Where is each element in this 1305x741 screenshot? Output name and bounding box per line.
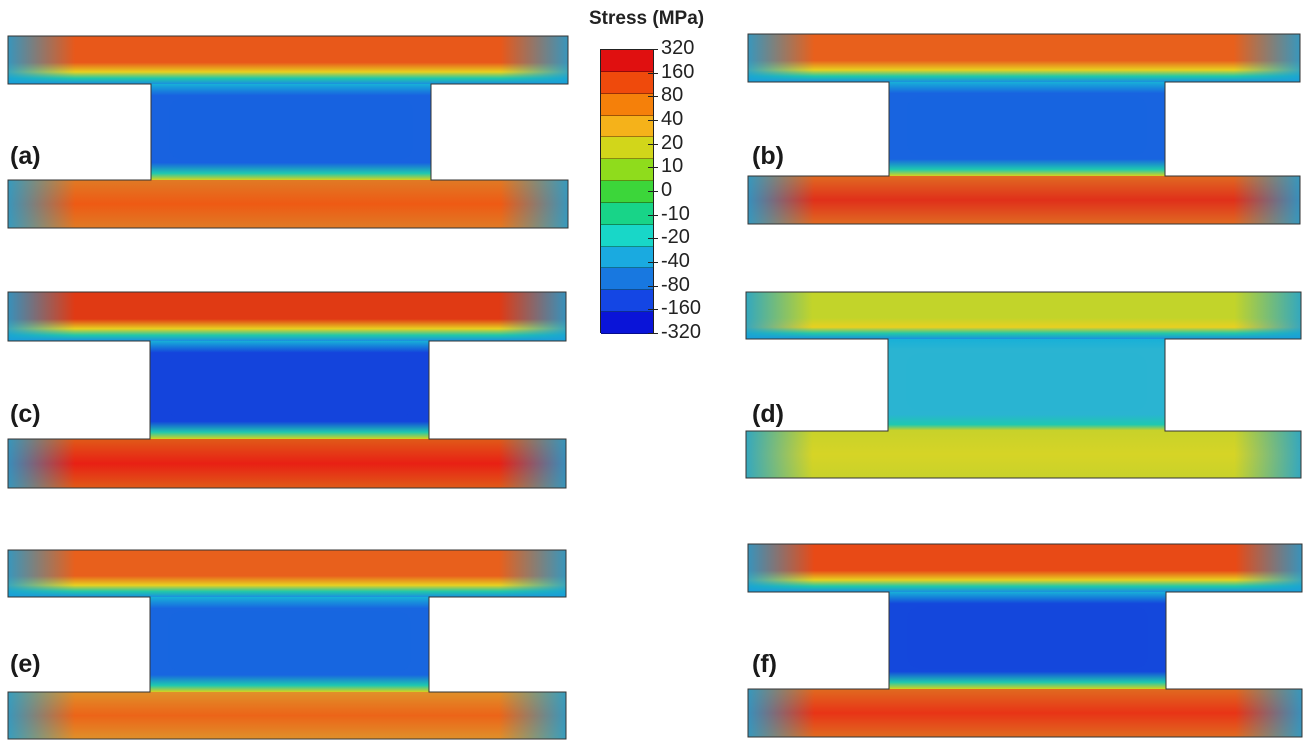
legend-swatch <box>601 159 653 182</box>
contour-plot-c <box>7 291 567 489</box>
section-outline <box>747 543 1303 738</box>
legend-tick-label: -80 <box>661 273 690 296</box>
legend-tick-label: -320 <box>661 321 702 343</box>
section-outline <box>7 35 569 229</box>
legend-swatch <box>601 268 653 291</box>
legend-tick <box>648 238 658 240</box>
panel-d <box>745 291 1302 479</box>
legend-tick-label: 10 <box>661 155 684 178</box>
legend-tick <box>648 120 658 121</box>
legend-tick <box>648 285 658 287</box>
legend-swatch <box>601 224 653 247</box>
legend-tick <box>648 333 658 334</box>
contour-plot-d <box>745 291 1302 479</box>
legend-tick <box>648 191 658 192</box>
legend-tick-label: -160 <box>661 297 702 320</box>
legend-swatch <box>601 181 653 203</box>
panel-a <box>7 35 569 229</box>
section-outline <box>7 549 567 740</box>
top-flange-edge-shading <box>746 292 1301 339</box>
legend-swatch <box>601 93 653 116</box>
panel-f <box>747 543 1303 738</box>
top-flange-edge-shading <box>8 550 566 597</box>
legend-tick-label: 320 <box>661 37 695 59</box>
legend-tick <box>648 72 658 74</box>
legend-color-bar <box>600 49 654 334</box>
legend-swatch <box>601 202 653 225</box>
legend-swatch <box>601 50 653 72</box>
legend-swatch <box>601 312 653 334</box>
legend-swatch <box>601 137 653 160</box>
legend-tick <box>648 309 658 311</box>
top-flange-edge-shading <box>748 34 1300 82</box>
stress-legend: Stress (MPa) 320 160 80 40 20 10 0 -10 -20 -40 -80… <box>575 4 755 344</box>
panel-label-a: (a) <box>10 142 41 170</box>
legend-tick-label: 160 <box>661 60 695 83</box>
top-flange-edge-shading <box>8 36 568 84</box>
top-flange-edge-shading <box>748 544 1302 592</box>
panel-e <box>7 549 567 740</box>
panel-label-f: (f) <box>752 650 777 678</box>
legend-tick <box>648 167 658 169</box>
legend-tick-label: -10 <box>661 202 690 225</box>
panel-c <box>7 291 567 489</box>
legend-tick <box>648 49 658 50</box>
panel-label-e: (e) <box>10 650 41 678</box>
web-core <box>169 98 413 160</box>
section-outline <box>7 291 567 489</box>
web-core <box>907 606 1148 669</box>
legend-tick-label: 20 <box>661 131 684 154</box>
section-outline <box>747 33 1301 225</box>
legend-tick-label: -20 <box>661 226 690 249</box>
web-core <box>168 611 411 672</box>
legend-swatch <box>601 115 653 138</box>
bottom-flange-edge-shading <box>8 439 566 488</box>
legend-tick <box>648 143 658 145</box>
web-core <box>906 353 1147 411</box>
legend-tick-label: 80 <box>661 84 684 107</box>
legend-swatch <box>601 246 653 269</box>
legend-tick-label: 40 <box>661 108 684 130</box>
panel-b <box>747 33 1301 225</box>
bottom-flange-edge-shading <box>8 180 568 228</box>
legend-swatch <box>601 290 653 313</box>
panel-label-c: (c) <box>10 400 41 428</box>
bottom-flange-edge-shading <box>746 431 1301 478</box>
legend-swatch <box>601 71 653 94</box>
contour-plot-e <box>7 549 567 740</box>
contour-plot-f <box>747 543 1303 738</box>
contour-plot-b <box>747 33 1301 225</box>
bottom-flange-edge-shading <box>748 689 1302 737</box>
legend-tick-label: 0 <box>661 179 673 201</box>
top-flange-edge-shading <box>8 292 566 341</box>
panel-label-d: (d) <box>752 400 784 428</box>
legend-tick <box>648 96 658 98</box>
contour-plot-a <box>7 35 569 229</box>
web-core <box>168 355 411 419</box>
panel-label-b: (b) <box>752 142 784 170</box>
legend-title: Stress (MPa) <box>589 8 705 29</box>
bottom-flange-edge-shading <box>8 692 566 739</box>
legend-tick-label: -40 <box>661 250 690 272</box>
bottom-flange-edge-shading <box>748 176 1300 224</box>
legend-tick <box>648 262 658 263</box>
legend-tick <box>648 214 658 216</box>
section-outline <box>745 291 1302 479</box>
web-core <box>907 96 1147 156</box>
